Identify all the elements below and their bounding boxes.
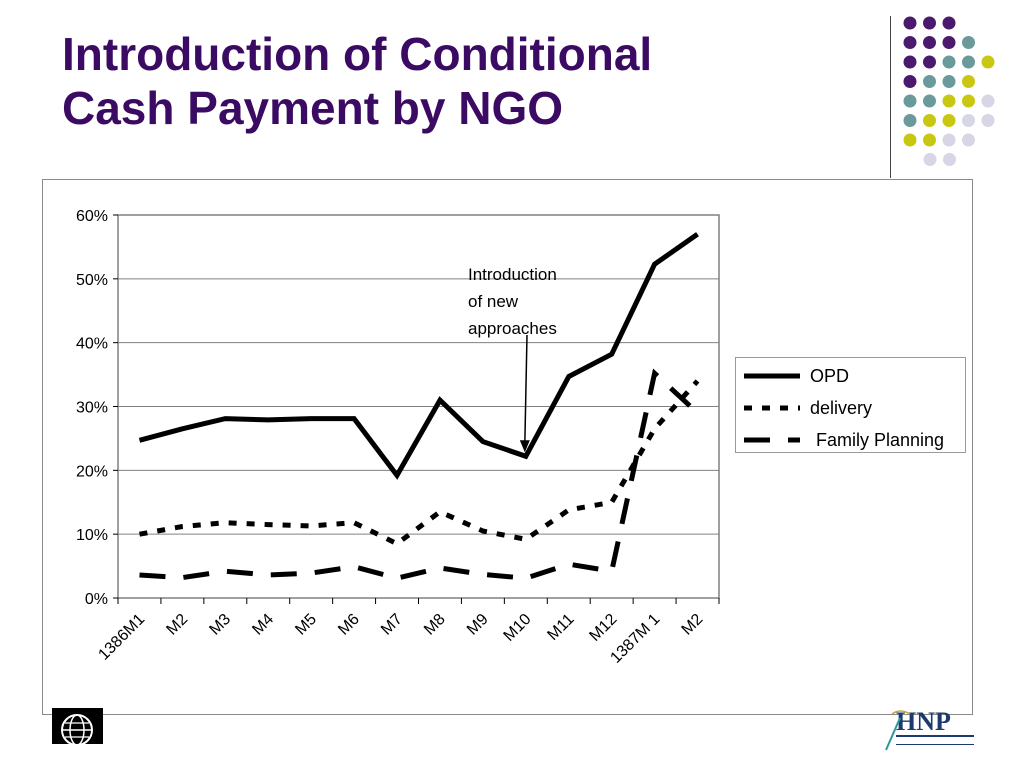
- decor-dot: [962, 75, 975, 88]
- x-tick-label: M7: [378, 611, 406, 639]
- series-line: [138, 232, 699, 480]
- decor-dot: [903, 36, 917, 49]
- world-bank-globe-icon: [61, 714, 93, 746]
- legend-swatch: [744, 437, 800, 443]
- x-tick-label: M12: [586, 611, 620, 645]
- x-tick-label: M10: [501, 611, 535, 645]
- x-tick-label: M5: [292, 611, 320, 639]
- x-tick-label: M4: [249, 611, 277, 639]
- decor-dot: [923, 114, 936, 127]
- world-bank-logo: [52, 708, 103, 746]
- decor-dot: [962, 55, 975, 69]
- decor-dot: [981, 114, 995, 127]
- hnp-logo-icon: HNP: [885, 707, 974, 751]
- decor-dot: [923, 36, 936, 49]
- decor-dot: [942, 75, 956, 88]
- legend-swatch: [744, 373, 800, 379]
- annotation-arrowhead: [519, 440, 530, 453]
- series-line: [139, 368, 700, 581]
- decor-dot: [903, 16, 917, 30]
- legend-item: delivery: [742, 397, 964, 419]
- decor-dot: [962, 36, 975, 49]
- x-tick-label: M2: [679, 611, 707, 639]
- annotation-text: approaches: [468, 319, 557, 338]
- y-tick-label: 50%: [76, 272, 108, 289]
- chart-legend: OPD delivery Family Planning: [735, 357, 966, 453]
- legend-item: OPD: [742, 365, 964, 387]
- annotation-arrow: [524, 334, 528, 445]
- decor-dot: [923, 94, 936, 108]
- y-tick-label: 60%: [76, 208, 108, 225]
- x-tick-label: M8: [421, 611, 449, 639]
- slide-title-line-2: Cash Payment by NGO: [62, 81, 564, 134]
- decor-dot: [923, 133, 936, 147]
- series-line: [139, 379, 700, 547]
- slide-title-line-1: Introduction of Conditional: [62, 28, 653, 80]
- annotation-text: of new: [468, 292, 519, 311]
- decor-dot: [903, 114, 917, 127]
- decor-dot: [942, 36, 956, 49]
- decor-dot: [942, 114, 956, 127]
- decor-dot: [942, 55, 956, 69]
- decor-dot: [962, 94, 975, 108]
- decor-dot: [942, 133, 956, 147]
- decorative-dot-grid: [903, 16, 995, 166]
- x-tick-label: M9: [464, 611, 492, 639]
- decor-dot: [923, 16, 936, 30]
- decor-dot: [981, 55, 995, 69]
- header-divider: [890, 16, 891, 178]
- y-tick-label: 30%: [76, 400, 108, 417]
- slide-title: Introduction of Conditional Cash Payment…: [62, 28, 862, 136]
- decor-dot: [923, 75, 936, 88]
- line-chart: 0% 10% 20% 30% 40% 50% 60% 1386M1 M2 M3 M4 M5 M6 M7 M8…: [76, 208, 720, 667]
- x-tick-label: M6: [335, 611, 363, 639]
- x-tick-label: M11: [544, 611, 577, 644]
- legend-swatch: [744, 405, 800, 411]
- decor-dot: [962, 114, 975, 127]
- decor-dot: [903, 94, 917, 108]
- annotation-text: Introduction: [468, 265, 557, 284]
- legend-label: delivery: [810, 398, 873, 418]
- decor-dot: [943, 153, 956, 166]
- y-tick-label: 20%: [76, 463, 108, 480]
- decor-dot: [942, 94, 956, 108]
- decor-dot: [903, 133, 917, 147]
- decor-dot: [962, 133, 975, 147]
- x-tick-label: M3: [206, 611, 234, 639]
- legend-label: Family Planning: [816, 430, 945, 450]
- x-tick-label: M2: [163, 611, 191, 639]
- y-tick-label: 40%: [76, 336, 108, 353]
- decor-dot: [903, 55, 917, 69]
- legend-label: OPD: [810, 366, 850, 386]
- decor-dot: [903, 75, 917, 88]
- legend-item: Family Planning: [742, 429, 964, 451]
- decor-dot: [981, 94, 995, 108]
- decor-dot: [923, 55, 936, 69]
- y-tick-label: 0%: [85, 591, 108, 608]
- decor-dot: [923, 153, 937, 166]
- y-tick-label: 10%: [76, 527, 108, 544]
- decor-dot: [942, 16, 956, 30]
- x-tick-label: 1386M1: [95, 611, 148, 664]
